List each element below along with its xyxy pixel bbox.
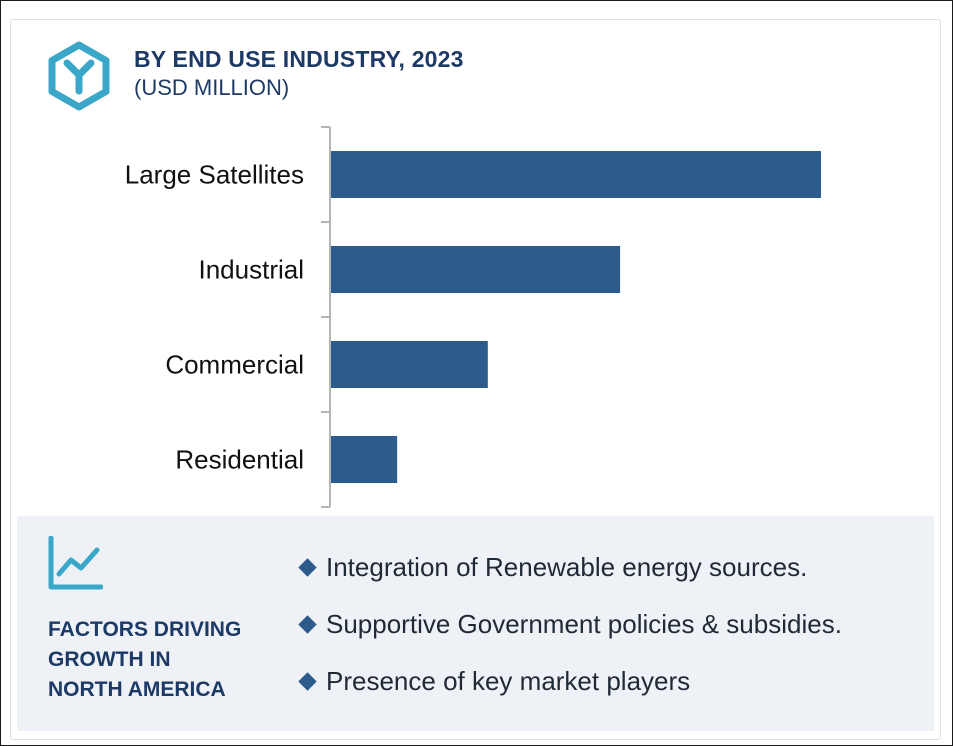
category-label: Commercial (165, 350, 304, 380)
factors-panel: FACTORS DRIVING GROWTH IN NORTH AMERICA … (17, 516, 934, 731)
hexagon-logo-icon (48, 41, 110, 111)
factor-text: Presence of key market players (326, 666, 691, 696)
factor-item: Presence of key market players (297, 666, 842, 723)
bar-chart: Large Satellites Industrial Commercial Resi… (125, 126, 821, 508)
factor-text: Integration of Renewable energy sources. (326, 552, 808, 582)
category-label: Large Satellites (125, 160, 304, 190)
category-label: Industrial (199, 255, 305, 285)
chart-subtitle: (USD MILLION) (134, 75, 290, 100)
bar-large-satellites (331, 151, 821, 198)
factor-item: Supportive Government policies & subsidi… (297, 609, 842, 666)
factors-heading-line: GROWTH IN (48, 648, 171, 671)
factors-list: Integration of Renewable energy sources.… (297, 552, 842, 723)
category-label: Residential (175, 445, 304, 475)
factors-heading: FACTORS DRIVING GROWTH IN NORTH AMERICA (48, 615, 278, 705)
factor-text: Supportive Government policies & subsidi… (326, 609, 842, 639)
factors-heading-line: NORTH AMERICA (48, 678, 226, 701)
chart-title: BY END USE INDUSTRY, 2023 (134, 46, 464, 72)
diamond-bullet-icon (298, 558, 317, 577)
diamond-bullet-icon (298, 615, 317, 634)
factor-item: Integration of Renewable energy sources. (297, 552, 842, 609)
bar-industrial (331, 246, 621, 293)
bar-commercial (331, 341, 488, 388)
trend-chart-icon (48, 536, 103, 590)
diamond-bullet-icon (298, 672, 317, 691)
bar-residential (331, 436, 398, 483)
factors-heading-line: FACTORS DRIVING (48, 618, 242, 641)
